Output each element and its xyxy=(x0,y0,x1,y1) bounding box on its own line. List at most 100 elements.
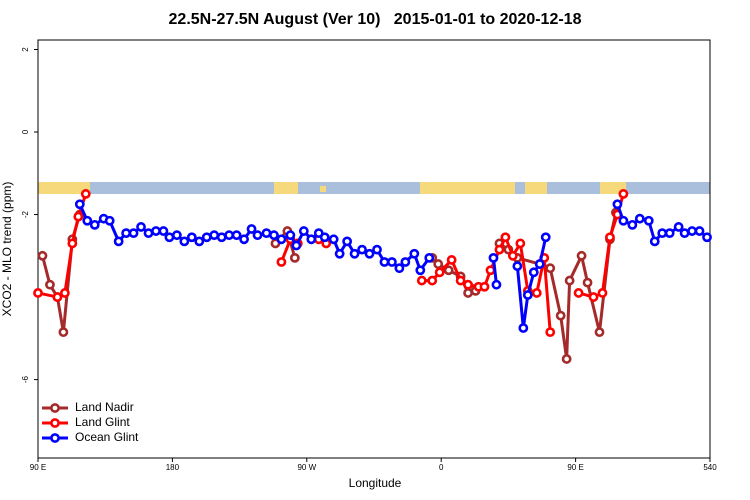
point xyxy=(128,228,139,239)
x-tick-label: 0 xyxy=(439,463,444,472)
point xyxy=(643,215,654,226)
point xyxy=(657,228,668,239)
point xyxy=(485,265,496,276)
point xyxy=(364,248,375,259)
point xyxy=(409,248,420,259)
point xyxy=(446,255,457,265)
point xyxy=(261,228,272,239)
point xyxy=(33,288,43,298)
point xyxy=(576,250,587,261)
point xyxy=(328,234,339,245)
point xyxy=(433,259,444,269)
point xyxy=(463,279,473,290)
legend-marker xyxy=(50,403,60,413)
point xyxy=(522,290,533,300)
point xyxy=(528,267,539,278)
point xyxy=(73,211,84,222)
chart-title: 22.5N-27.5N August (Ver 10) 2015-01-01 t… xyxy=(169,11,582,28)
point xyxy=(74,199,85,210)
point xyxy=(673,222,684,232)
point xyxy=(561,354,572,364)
x-tick-label: 90 E xyxy=(30,463,46,472)
point xyxy=(627,219,638,230)
point xyxy=(52,292,63,302)
point xyxy=(80,189,91,199)
point xyxy=(104,215,115,226)
point xyxy=(239,234,249,245)
x-tick-label: 90 W xyxy=(297,463,316,472)
point xyxy=(171,230,182,241)
point xyxy=(269,230,279,241)
y-tick-label: 2 xyxy=(21,47,30,52)
point xyxy=(463,288,473,298)
point xyxy=(415,265,426,276)
point xyxy=(534,259,545,269)
point xyxy=(479,281,490,292)
legend-label: Land Glint xyxy=(75,415,130,429)
point xyxy=(531,288,542,298)
land-ocean-strip xyxy=(38,182,710,194)
point xyxy=(209,230,220,241)
point xyxy=(702,232,712,243)
point xyxy=(334,248,345,259)
point xyxy=(82,215,93,226)
point xyxy=(276,234,287,245)
point xyxy=(424,252,435,263)
point xyxy=(507,250,518,261)
point xyxy=(246,224,257,234)
point xyxy=(89,219,100,230)
point xyxy=(143,228,154,239)
point xyxy=(151,226,161,236)
point xyxy=(179,236,190,247)
plot-frame xyxy=(37,39,711,459)
point xyxy=(349,248,360,259)
point xyxy=(394,263,405,274)
point xyxy=(319,232,330,243)
point xyxy=(186,232,197,243)
point xyxy=(276,257,287,267)
point xyxy=(59,288,70,298)
x-axis-label: Longitude xyxy=(349,476,402,490)
point xyxy=(342,236,353,247)
point xyxy=(594,327,605,338)
point xyxy=(582,277,593,288)
point xyxy=(416,275,427,286)
point xyxy=(224,230,235,241)
y-tick-label: -2 xyxy=(21,210,30,218)
point xyxy=(597,288,608,298)
point xyxy=(491,279,502,290)
point xyxy=(45,279,55,290)
point xyxy=(164,232,175,243)
y-tick-label: -6 xyxy=(21,375,30,383)
point xyxy=(679,228,690,239)
point xyxy=(494,244,505,255)
point xyxy=(634,213,645,224)
point xyxy=(58,327,69,338)
point xyxy=(588,292,599,302)
point xyxy=(400,257,411,267)
point xyxy=(618,215,629,226)
point xyxy=(67,238,78,249)
point xyxy=(194,236,205,247)
point xyxy=(289,252,300,263)
point xyxy=(564,275,575,286)
point xyxy=(372,244,382,255)
point xyxy=(518,323,529,333)
point xyxy=(555,310,566,321)
point xyxy=(434,267,445,278)
point xyxy=(158,226,169,236)
x-tick-label: 540 xyxy=(703,463,717,472)
point xyxy=(455,275,466,286)
point xyxy=(512,261,523,272)
point xyxy=(687,226,697,236)
point xyxy=(664,228,675,239)
point xyxy=(573,288,584,298)
point xyxy=(427,275,438,286)
point xyxy=(545,327,556,338)
point xyxy=(37,250,48,261)
legend-label: Ocean Glint xyxy=(75,430,139,444)
point xyxy=(285,230,296,241)
point xyxy=(201,232,212,243)
point xyxy=(113,236,124,247)
